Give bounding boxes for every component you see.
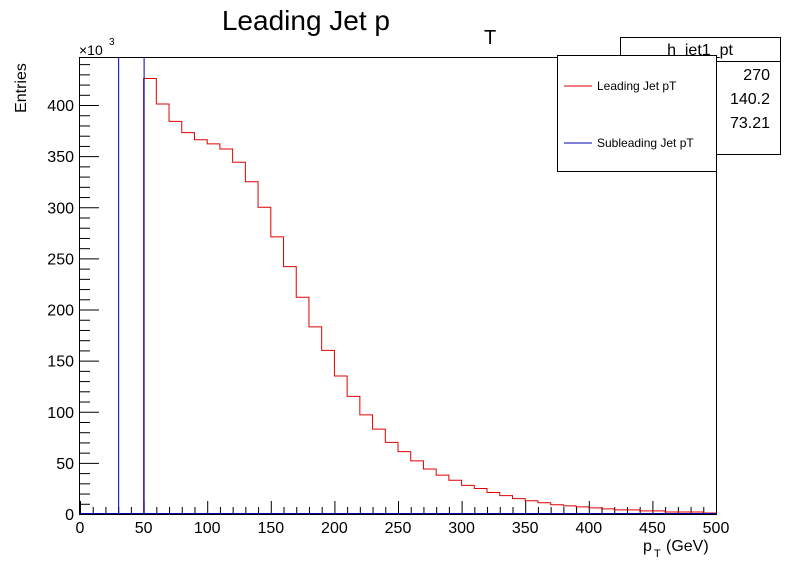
y-axis-multiplier-exponent: 3 (109, 37, 115, 48)
leading-jet-histogram (143, 77, 717, 514)
plot-frame (79, 57, 717, 515)
stats-stddev-value: 73.21 (730, 115, 770, 132)
x-tick-label: 300 (448, 520, 475, 537)
x-tick-label: 50 (135, 520, 153, 537)
y-tick-label: 50 (56, 456, 74, 473)
x-tick-label: 350 (512, 520, 539, 537)
y-axis-multiplier: ×10 (79, 42, 103, 58)
y-tick-label: 200 (47, 303, 74, 320)
stats-box-title: h_jet1_pt (667, 42, 733, 59)
x-tick-label: 100 (194, 520, 221, 537)
x-axis-label-subscript: T (654, 548, 661, 560)
x-tick-label: 400 (575, 520, 602, 537)
legend-label-leading-jet: Leading Jet pT (597, 79, 677, 93)
x-tick-label: 200 (321, 520, 348, 537)
chart-title-subscript: T (484, 27, 496, 49)
axis-ticks: 0 50 100 150 200 250 300 350 400 450 500 0 50 100 150 2… (47, 64, 730, 537)
y-tick-label: 100 (47, 405, 74, 422)
stats-entries-value: 270 (743, 67, 770, 84)
x-axis-label: p (643, 538, 652, 555)
legend-frame (557, 55, 717, 172)
x-tick-label: 450 (639, 520, 666, 537)
series-layer (80, 58, 717, 514)
y-tick-label: 250 (47, 251, 74, 268)
legend-label-subleading-jet: Subleading Jet pT (597, 136, 694, 150)
x-axis-label-unit: (GeV) (666, 538, 709, 555)
stats-mean-value: 140.2 (730, 91, 770, 108)
x-tick-label: 250 (385, 520, 412, 537)
y-tick-label: 400 (47, 98, 74, 115)
x-tick-label: 150 (257, 520, 284, 537)
legend: Leading Jet pT Subleading Jet pT (557, 55, 717, 172)
x-tick-label: 500 (703, 520, 730, 537)
y-tick-label: 0 (65, 507, 74, 524)
chart-title: Leading Jet p (222, 5, 390, 36)
x-tick-label: 0 (76, 520, 85, 537)
y-axis-label: Entries (13, 63, 30, 113)
y-tick-label: 150 (47, 354, 74, 371)
y-tick-label: 350 (47, 149, 74, 166)
y-tick-label: 300 (47, 200, 74, 217)
